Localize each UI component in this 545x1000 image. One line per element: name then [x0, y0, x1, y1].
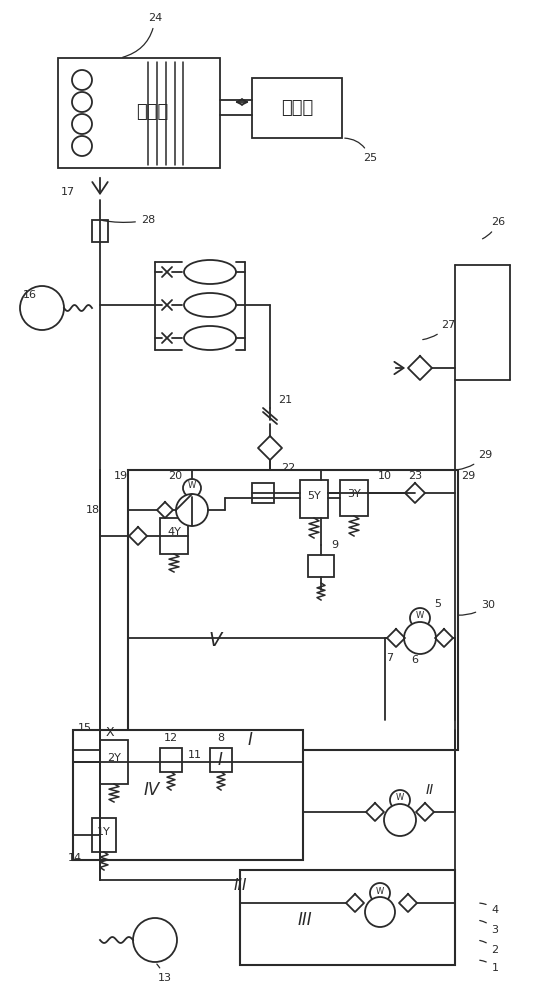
Text: II: II [426, 783, 434, 797]
Text: 29: 29 [458, 450, 492, 470]
Text: V: V [208, 631, 222, 650]
Text: 3Y: 3Y [347, 489, 361, 499]
Text: 2: 2 [480, 940, 499, 955]
Text: 2Y: 2Y [107, 753, 121, 763]
Text: III: III [233, 878, 247, 892]
Text: 30: 30 [458, 600, 495, 615]
Bar [58, 58, 220, 168]
Text: 4Y: 4Y [167, 527, 181, 537]
Text: 1Y: 1Y [97, 827, 111, 837]
Text: 5Y: 5Y [307, 491, 321, 501]
Circle shape [176, 494, 208, 526]
Bar [308, 555, 334, 577]
Circle shape [370, 883, 390, 903]
Text: 26: 26 [482, 217, 505, 239]
Text: 14: 14 [68, 853, 82, 863]
Bar [92, 818, 116, 852]
Bar [210, 748, 232, 772]
Text: 计算机: 计算机 [281, 99, 313, 117]
Text: 25: 25 [345, 138, 377, 163]
Text: 21: 21 [278, 395, 292, 405]
Text: 19: 19 [114, 471, 128, 481]
Text: 17: 17 [61, 187, 75, 197]
Text: X: X [106, 726, 114, 738]
Circle shape [72, 92, 92, 112]
Text: 8: 8 [217, 733, 225, 743]
Text: W: W [188, 482, 196, 490]
Text: III: III [298, 911, 312, 929]
Text: I: I [247, 731, 252, 749]
Text: 12: 12 [164, 733, 178, 743]
Text: 18: 18 [86, 505, 100, 515]
Bar [252, 483, 274, 503]
Text: 15: 15 [78, 723, 92, 733]
Text: IV: IV [144, 781, 160, 799]
Text: 29: 29 [461, 471, 475, 481]
Text: 22: 22 [281, 463, 295, 473]
Circle shape [72, 114, 92, 134]
Text: 4: 4 [480, 903, 499, 915]
Text: 6: 6 [411, 655, 419, 665]
Ellipse shape [184, 293, 236, 317]
Bar [340, 480, 368, 516]
Circle shape [365, 897, 395, 927]
Text: 16: 16 [23, 290, 37, 300]
Text: 11: 11 [188, 750, 202, 760]
Bar [92, 220, 108, 242]
Text: 23: 23 [408, 471, 422, 481]
Bar [252, 78, 342, 138]
Text: 24: 24 [123, 13, 162, 57]
Text: 3: 3 [480, 920, 499, 935]
Circle shape [390, 790, 410, 810]
Bar [73, 730, 303, 860]
Circle shape [410, 608, 430, 628]
Circle shape [133, 918, 177, 962]
Bar [128, 470, 458, 750]
Bar [100, 740, 128, 784]
Circle shape [72, 136, 92, 156]
Circle shape [183, 479, 201, 497]
Bar [160, 748, 182, 772]
Ellipse shape [184, 326, 236, 350]
Text: 27: 27 [423, 320, 455, 340]
Text: 9: 9 [331, 540, 338, 550]
Text: W: W [376, 886, 384, 896]
Text: 10: 10 [378, 471, 392, 481]
Text: I: I [217, 751, 222, 769]
Ellipse shape [184, 260, 236, 284]
Circle shape [384, 804, 416, 836]
Text: 13: 13 [157, 964, 172, 983]
Text: 20: 20 [168, 471, 182, 481]
Text: 1: 1 [480, 960, 499, 973]
Text: 28: 28 [102, 215, 155, 225]
Circle shape [72, 70, 92, 90]
Text: 5: 5 [434, 599, 441, 609]
Circle shape [20, 286, 64, 330]
Bar [160, 518, 188, 554]
Bar [240, 870, 455, 965]
Bar [300, 480, 328, 518]
Text: 电控台: 电控台 [136, 103, 168, 121]
Circle shape [404, 622, 436, 654]
Text: 7: 7 [386, 653, 393, 663]
Text: W: W [416, 611, 424, 620]
Text: W: W [396, 794, 404, 802]
